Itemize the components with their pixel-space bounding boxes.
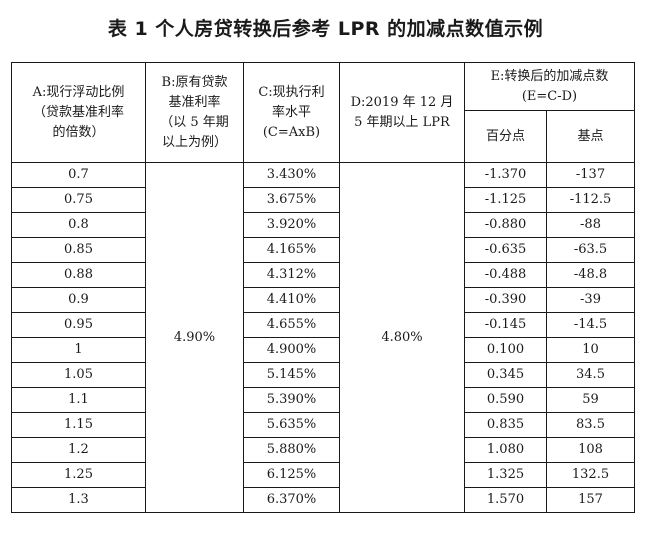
cell-exec-rate: 3.430% (243, 162, 340, 188)
header-c-line: (C=AxB) (262, 124, 321, 140)
cell-ratio: 1.15 (11, 412, 146, 438)
cell-percent-point: -1.125 (464, 187, 547, 213)
header-a-line: 的倍数） (52, 124, 105, 140)
cell-basis-point: 59 (546, 387, 635, 413)
cell-exec-rate: 4.900% (243, 337, 340, 363)
header-d-line: D:2019 年 12 月 (350, 94, 454, 110)
header-a: A:现行浮动比例 （贷款基准利率 的倍数） (11, 62, 146, 163)
cell-percent-point: -0.488 (464, 262, 547, 288)
cell-ratio: 0.75 (11, 187, 146, 213)
cell-basis-point: 108 (546, 437, 635, 463)
cell-percent-point: -0.635 (464, 237, 547, 263)
cell-basis-point: -48.8 (546, 262, 635, 288)
cell-percent-point: 0.590 (464, 387, 547, 413)
header-b-line: 基准利率 (168, 94, 221, 110)
table-row: 1.3 6.370% 1.570 157 (11, 487, 635, 513)
cell-exec-rate: 4.312% (243, 262, 340, 288)
header-c: C:现执行利 率水平 (C=AxB) (243, 62, 340, 163)
table-row: 0.85 4.165% -0.635 -63.5 (11, 237, 635, 263)
header-b-line: （以 5 年期 (160, 114, 229, 130)
cell-ratio: 1 (11, 337, 146, 363)
cell-ratio: 0.7 (11, 162, 146, 188)
cell-basis-point: 132.5 (546, 462, 635, 488)
header-e-percent: 百分点 (464, 110, 547, 163)
cell-basis-point: -39 (546, 287, 635, 313)
table-row: 1 4.900% 0.100 10 (11, 337, 635, 363)
cell-ratio: 0.8 (11, 212, 146, 238)
cell-percent-point: 0.345 (464, 362, 547, 388)
cell-ratio: 0.85 (11, 237, 146, 263)
cell-ratio: 0.95 (11, 312, 146, 338)
cell-percent-point: 1.570 (464, 487, 547, 513)
cell-basis-point: 83.5 (546, 412, 635, 438)
cell-ratio: 1.1 (11, 387, 146, 413)
cell-percent-point: 1.080 (464, 437, 547, 463)
table-row: 1.2 5.880% 1.080 108 (11, 437, 635, 463)
cell-basis-point: 157 (546, 487, 635, 513)
page-title: 表 1 个人房贷转换后参考 LPR 的加减点数值示例 (107, 18, 544, 40)
header-a-line: A:现行浮动比例 (32, 84, 125, 100)
cell-base-rate: 4.90% (145, 162, 244, 513)
table-row: 0.95 4.655% -0.145 -14.5 (11, 312, 635, 338)
cell-percent-point: -0.145 (464, 312, 547, 338)
cell-basis-point: -63.5 (546, 237, 635, 263)
cell-basis-point: -14.5 (546, 312, 635, 338)
header-b-line: B:原有贷款 (161, 74, 228, 90)
cell-exec-rate: 4.410% (243, 287, 340, 313)
header-a-line: （贷款基准利率 (32, 104, 124, 120)
cell-basis-point: 10 (546, 337, 635, 363)
table-row: 1.25 6.125% 1.325 132.5 (11, 462, 635, 488)
cell-percent-point: -0.880 (464, 212, 547, 238)
cell-exec-rate: 5.880% (243, 437, 340, 463)
table-row: 0.88 4.312% -0.488 -48.8 (11, 262, 635, 288)
cell-ratio: 1.05 (11, 362, 146, 388)
header-e: E:转换后的加减点数 (E=C-D) (464, 62, 635, 111)
cell-basis-point: -112.5 (546, 187, 635, 213)
cell-ratio: 0.9 (11, 287, 146, 313)
table-row: 0.75 3.675% -1.125 -112.5 (11, 187, 635, 213)
header-e-bp: 基点 (546, 110, 635, 163)
cell-percent-point: 0.100 (464, 337, 547, 363)
header-e-line: E:转换后的加减点数 (490, 68, 609, 84)
header-c-line: C:现执行利 (258, 84, 325, 100)
table-row: 1.15 5.635% 0.835 83.5 (11, 412, 635, 438)
cell-exec-rate: 6.125% (243, 462, 340, 488)
cell-percent-point: 1.325 (464, 462, 547, 488)
table-row: 0.8 3.920% -0.880 -88 (11, 212, 635, 238)
header-b: B:原有贷款 基准利率 （以 5 年期 以上为例） (145, 62, 244, 163)
cell-exec-rate: 4.655% (243, 312, 340, 338)
header-e-line: (E=C-D) (521, 88, 578, 104)
cell-ratio: 0.88 (11, 262, 146, 288)
table-row: 1.05 5.145% 0.345 34.5 (11, 362, 635, 388)
cell-ratio: 1.25 (11, 462, 146, 488)
cell-exec-rate: 3.920% (243, 212, 340, 238)
cell-basis-point: -137 (546, 162, 635, 188)
cell-percent-point: -1.370 (464, 162, 547, 188)
cell-percent-point: -0.390 (464, 287, 547, 313)
cell-ratio: 1.3 (11, 487, 146, 513)
cell-exec-rate: 4.165% (243, 237, 340, 263)
header-c-line: 率水平 (271, 104, 311, 120)
table-row: 1.1 5.390% 0.590 59 (11, 387, 635, 413)
cell-exec-rate: 6.370% (243, 487, 340, 513)
cell-exec-rate: 5.635% (243, 412, 340, 438)
cell-basis-point: 34.5 (546, 362, 635, 388)
header-d: D:2019 年 12 月 5 年期以上 LPR (339, 62, 465, 163)
cell-exec-rate: 3.675% (243, 187, 340, 213)
cell-exec-rate: 5.390% (243, 387, 340, 413)
cell-lpr: 4.80% (339, 162, 465, 513)
header-d-line: 5 年期以上 LPR (354, 114, 450, 130)
header-b-line: 以上为例） (161, 134, 227, 150)
lpr-table: A:现行浮动比例 （贷款基准利率 的倍数） B:原有贷款 基准利率 （以 5 年… (11, 62, 635, 513)
cell-exec-rate: 5.145% (243, 362, 340, 388)
cell-ratio: 1.2 (11, 437, 146, 463)
cell-basis-point: -88 (546, 212, 635, 238)
cell-percent-point: 0.835 (464, 412, 547, 438)
table-row: 0.9 4.410% -0.390 -39 (11, 287, 635, 313)
table-row: 0.7 4.90% 3.430% 4.80% -1.370 -137 (11, 162, 635, 513)
